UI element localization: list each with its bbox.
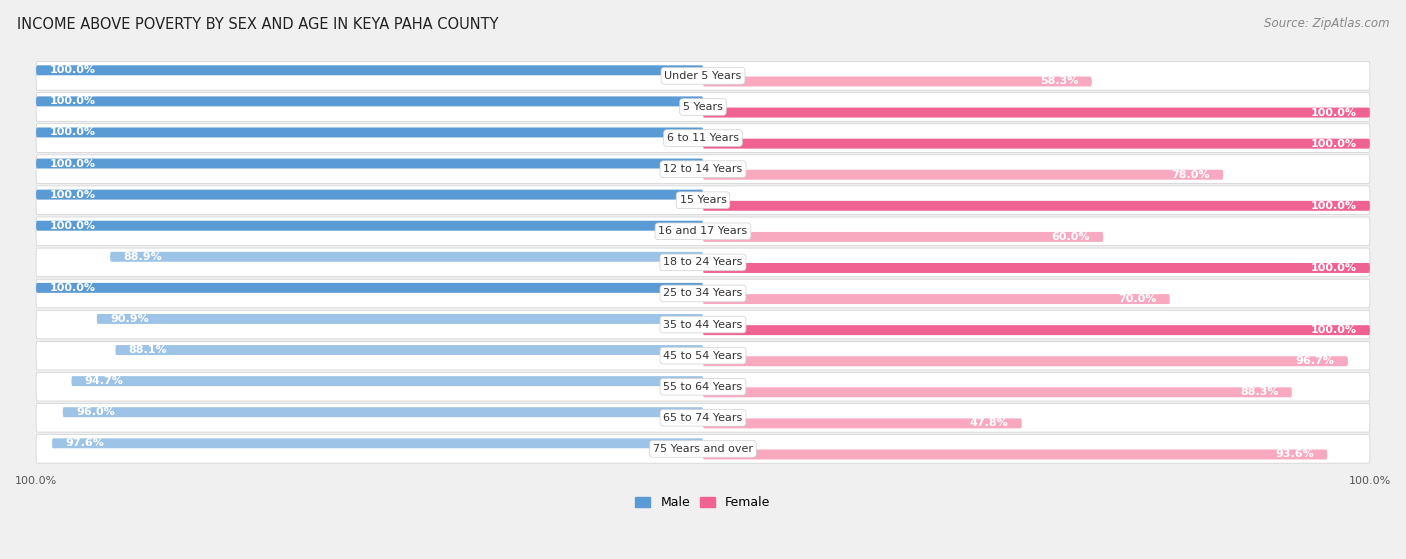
FancyBboxPatch shape [37, 61, 1369, 90]
Text: Source: ZipAtlas.com: Source: ZipAtlas.com [1264, 17, 1389, 30]
FancyBboxPatch shape [703, 170, 1223, 179]
FancyBboxPatch shape [37, 96, 703, 106]
FancyBboxPatch shape [703, 232, 1104, 242]
Text: 78.0%: 78.0% [1171, 170, 1209, 180]
FancyBboxPatch shape [703, 107, 1369, 117]
Text: 55 to 64 Years: 55 to 64 Years [664, 382, 742, 392]
Text: 12 to 14 Years: 12 to 14 Years [664, 164, 742, 174]
FancyBboxPatch shape [115, 345, 703, 355]
Text: 47.8%: 47.8% [970, 418, 1008, 428]
Legend: Male, Female: Male, Female [630, 491, 776, 514]
Text: 100.0%: 100.0% [1310, 201, 1357, 211]
FancyBboxPatch shape [703, 419, 1022, 428]
FancyBboxPatch shape [37, 159, 703, 168]
Text: 75 Years and over: 75 Years and over [652, 444, 754, 454]
Text: 25 to 34 Years: 25 to 34 Years [664, 288, 742, 299]
FancyBboxPatch shape [37, 434, 1369, 463]
Text: 45 to 54 Years: 45 to 54 Years [664, 350, 742, 361]
Text: 88.1%: 88.1% [129, 345, 167, 355]
FancyBboxPatch shape [703, 449, 1327, 459]
Text: 100.0%: 100.0% [49, 96, 96, 106]
FancyBboxPatch shape [52, 438, 703, 448]
Text: 100.0%: 100.0% [1310, 107, 1357, 117]
Text: 65 to 74 Years: 65 to 74 Years [664, 413, 742, 423]
Text: 70.0%: 70.0% [1118, 294, 1157, 304]
Text: 100.0%: 100.0% [49, 190, 96, 200]
FancyBboxPatch shape [37, 221, 703, 231]
FancyBboxPatch shape [703, 294, 1170, 304]
Text: 96.0%: 96.0% [76, 407, 115, 417]
FancyBboxPatch shape [703, 201, 1369, 211]
Text: 93.6%: 93.6% [1275, 449, 1313, 459]
FancyBboxPatch shape [37, 127, 703, 138]
Text: 100.0%: 100.0% [1310, 139, 1357, 149]
Text: INCOME ABOVE POVERTY BY SEX AND AGE IN KEYA PAHA COUNTY: INCOME ABOVE POVERTY BY SEX AND AGE IN K… [17, 17, 498, 32]
Text: 18 to 24 Years: 18 to 24 Years [664, 257, 742, 267]
FancyBboxPatch shape [37, 342, 1369, 370]
Text: 88.3%: 88.3% [1240, 387, 1278, 397]
Text: 100.0%: 100.0% [49, 65, 96, 75]
FancyBboxPatch shape [110, 252, 703, 262]
FancyBboxPatch shape [37, 93, 1369, 121]
Text: 100.0%: 100.0% [49, 221, 96, 231]
FancyBboxPatch shape [37, 372, 1369, 401]
FancyBboxPatch shape [703, 77, 1092, 87]
Text: 100.0%: 100.0% [1310, 325, 1357, 335]
FancyBboxPatch shape [37, 155, 1369, 183]
Text: 90.9%: 90.9% [110, 314, 149, 324]
FancyBboxPatch shape [37, 190, 703, 200]
Text: 35 to 44 Years: 35 to 44 Years [664, 320, 742, 330]
FancyBboxPatch shape [37, 217, 1369, 245]
FancyBboxPatch shape [37, 124, 1369, 153]
Text: 6 to 11 Years: 6 to 11 Years [666, 133, 740, 143]
Text: 15 Years: 15 Years [679, 195, 727, 205]
FancyBboxPatch shape [703, 387, 1292, 397]
Text: 94.7%: 94.7% [84, 376, 124, 386]
Text: 5 Years: 5 Years [683, 102, 723, 112]
Text: 96.7%: 96.7% [1296, 356, 1334, 366]
Text: 60.0%: 60.0% [1052, 232, 1090, 242]
FancyBboxPatch shape [37, 65, 703, 75]
FancyBboxPatch shape [703, 356, 1348, 366]
FancyBboxPatch shape [72, 376, 703, 386]
FancyBboxPatch shape [37, 404, 1369, 432]
Text: 16 and 17 Years: 16 and 17 Years [658, 226, 748, 236]
FancyBboxPatch shape [37, 186, 1369, 215]
Text: 100.0%: 100.0% [1310, 263, 1357, 273]
FancyBboxPatch shape [97, 314, 703, 324]
FancyBboxPatch shape [703, 263, 1369, 273]
Text: 100.0%: 100.0% [49, 283, 96, 293]
FancyBboxPatch shape [37, 283, 703, 293]
Text: 100.0%: 100.0% [49, 127, 96, 138]
Text: 97.6%: 97.6% [66, 438, 104, 448]
FancyBboxPatch shape [37, 310, 1369, 339]
Text: 88.9%: 88.9% [124, 252, 162, 262]
FancyBboxPatch shape [703, 325, 1369, 335]
Text: 58.3%: 58.3% [1040, 77, 1078, 87]
FancyBboxPatch shape [63, 408, 703, 417]
FancyBboxPatch shape [37, 248, 1369, 277]
Text: 100.0%: 100.0% [49, 159, 96, 169]
FancyBboxPatch shape [703, 139, 1369, 149]
FancyBboxPatch shape [37, 279, 1369, 308]
Text: Under 5 Years: Under 5 Years [665, 71, 741, 81]
